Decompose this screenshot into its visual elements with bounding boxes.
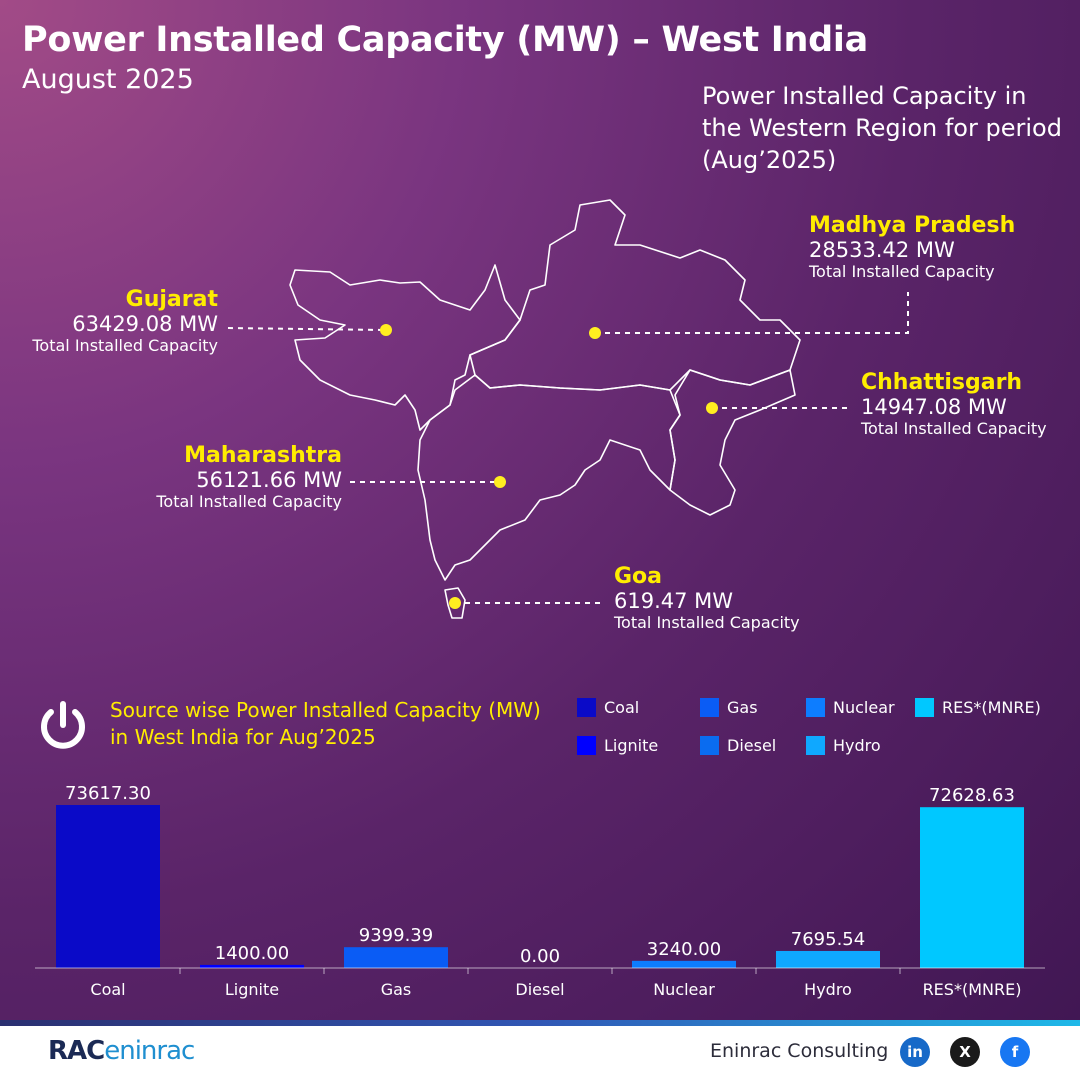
maharashtra-marker [494,476,506,488]
source-title-line-1: Source wise Power Installed Capacity (MW… [110,698,541,722]
linkedin-icon[interactable]: in [900,1037,930,1067]
power-icon [41,701,85,749]
legend-item-nuclear: Nuclear [806,698,895,717]
madhya-pradesh-marker [589,327,601,339]
bar-nuclear [632,960,736,968]
chhattisgarh-label: Chhattisgarh 14947.08 MW Total Installed… [861,370,1047,438]
legend-label: Lignite [604,736,659,755]
legend-item-diesel: Diesel [700,736,776,755]
state-caption: Total Installed Capacity [32,336,218,355]
legend-label: Diesel [727,736,777,755]
bar-res-mnre- [920,807,1024,968]
category-label: Gas [381,980,412,999]
state-caption: Total Installed Capacity [156,492,342,511]
bar-gas [344,947,448,968]
category-label: RES*(MNRE) [923,980,1022,999]
legend-swatch [700,736,719,755]
bar-hydro [776,950,880,968]
maharashtra-label: Maharashtra 56121.66 MW Total Installed … [156,443,342,511]
bar-value-label: 72628.63 [929,785,1015,806]
bar-value-label: 7695.54 [791,929,865,950]
legend-swatch [700,698,719,717]
source-title: Source wise Power Installed Capacity (MW… [110,697,541,751]
goa-marker [449,597,461,609]
maharashtra-outline [417,374,681,581]
company-name: Eninrac Consulting [710,1040,889,1062]
legend-item-lignite: Lignite [577,736,658,755]
gujarat-marker [380,324,392,336]
state-caption: Total Installed Capacity [809,262,995,281]
legend-label: Hydro [833,736,881,755]
eninrac-logo: RACeninrac [48,1036,195,1066]
state-caption: Total Installed Capacity [861,419,1047,438]
state-value: 56121.66 MW [196,468,342,492]
bar-coal [56,805,160,968]
category-label: Nuclear [653,980,715,999]
bar-value-label: 9399.39 [359,925,433,946]
legend-label: Nuclear [833,698,895,717]
chhattisgarh-outline [669,369,796,516]
goa-outline [444,587,466,619]
madhya-pradesh-outline [469,199,801,391]
category-label: Coal [90,980,125,999]
state-name: Goa [614,564,663,589]
legend-item-gas: Gas [700,698,758,717]
madhya-pradesh-label: Madhya Pradesh 28533.42 MW Total Install… [809,213,1015,281]
category-label: Hydro [804,980,852,999]
legend-label: RES*(MNRE) [942,698,1041,717]
state-name: Madhya Pradesh [809,213,1016,238]
source-title-line-2: in West India for Aug’2025 [110,725,376,749]
bar-value-label: 0.00 [520,946,560,967]
legend-label: Coal [604,698,640,717]
chhattisgarh-marker [706,402,718,414]
legend-swatch [915,698,934,717]
footer-accent-bar [0,1020,1080,1026]
gujarat-label: Gujarat 63429.08 MW Total Installed Capa… [32,287,218,355]
legend-item-coal: Coal [577,698,639,717]
state-name: Chhattisgarh [861,370,1023,395]
source-bar-chart: 73617.30 1400.00 9399.39 0.00 3240.00 7695.54… [35,783,1045,999]
bar-value-label: 1400.00 [215,943,289,964]
goa-label: Goa 619.47 MW Total Installed Capacity [614,564,800,632]
category-label: Lignite [225,980,279,999]
logo-mark: RAC [48,1036,105,1066]
bar-value-label: 3240.00 [647,939,721,960]
legend-item-res: RES*(MNRE) [915,698,1041,717]
legend-swatch [577,698,596,717]
state-value: 619.47 MW [614,589,734,613]
state-value: 28533.42 MW [809,238,955,262]
state-name: Maharashtra [184,443,342,468]
legend-item-hydro: Hydro [806,736,881,755]
x-icon[interactable]: X [950,1037,980,1067]
category-label: Diesel [515,980,564,999]
logo-text: eninrac [104,1036,195,1066]
state-name: Gujarat [125,287,218,312]
region-note: Power Installed Capacity in the Western … [702,82,1062,174]
legend-swatch [806,736,825,755]
page-title: Power Installed Capacity (MW) – West Ind… [22,20,868,60]
legend-swatch [806,698,825,717]
facebook-icon[interactable]: f [1000,1037,1030,1067]
state-value: 63429.08 MW [72,312,218,336]
bar-value-label: 73617.30 [65,783,151,804]
legend-swatch [577,736,596,755]
bar-lignite [200,964,304,968]
state-value: 14947.08 MW [861,395,1007,419]
legend-label: Gas [727,698,758,717]
page-subtitle: August 2025 [22,64,194,95]
state-caption: Total Installed Capacity [614,613,800,632]
